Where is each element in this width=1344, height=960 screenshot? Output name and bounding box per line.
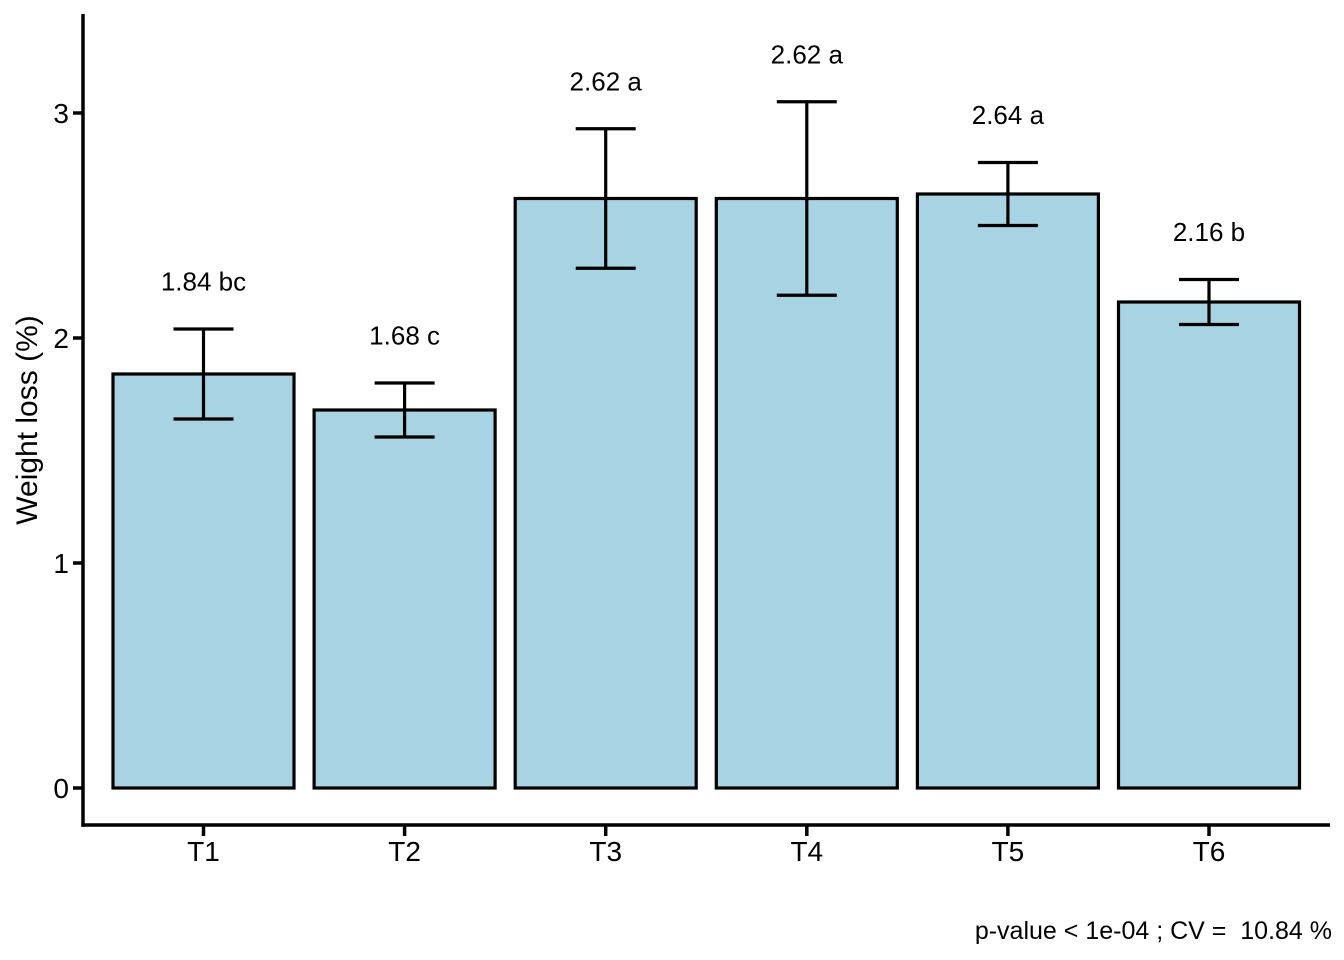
bar-T6	[1116, 300, 1302, 790]
x-tick-label-T4: T4	[790, 836, 823, 867]
y-axis-title: Weight loss (%)	[11, 315, 44, 525]
y-tick-label-1: 1	[53, 548, 69, 579]
x-tick-label-T3: T3	[589, 836, 622, 867]
value-label-T2: 1.68 c	[369, 321, 440, 351]
bar-T1	[111, 372, 296, 790]
value-label-T5: 2.64 a	[972, 100, 1045, 130]
bar-T2	[312, 408, 497, 790]
x-tick-label-T6: T6	[1193, 836, 1226, 867]
value-label-T3: 2.62 a	[570, 66, 643, 96]
x-tick-label-T2: T2	[388, 836, 421, 867]
value-label-T1: 1.84 bc	[161, 267, 246, 297]
value-label-T6: 2.16 b	[1173, 217, 1245, 247]
y-tick-label-3: 3	[53, 98, 69, 129]
value-label-T4: 2.62 a	[771, 39, 844, 69]
x-tick-label-T5: T5	[992, 836, 1025, 867]
bar-T3	[513, 196, 698, 790]
chart-caption: p-value < 1e-04 ; CV = 10.84 %	[974, 917, 1332, 945]
y-tick-label-0: 0	[53, 773, 69, 804]
bar-T5	[915, 192, 1101, 790]
y-tick-label-2: 2	[53, 323, 69, 354]
x-tick-label-T1: T1	[187, 836, 220, 867]
